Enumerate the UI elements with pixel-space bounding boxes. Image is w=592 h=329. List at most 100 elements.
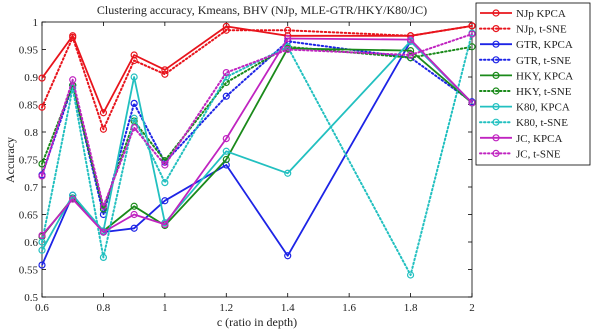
y-tick-label: 1 <box>33 17 39 29</box>
legend-marker <box>492 102 500 111</box>
data-point <box>38 172 46 180</box>
data-point <box>468 99 476 107</box>
y-tick-label: 0.8 <box>24 127 38 139</box>
data-point <box>38 103 46 111</box>
y-tick-label: 0.55 <box>19 265 39 277</box>
data-point <box>161 66 169 74</box>
data-point <box>222 147 230 155</box>
legend-label: NJp KPCA <box>516 8 566 20</box>
data-point <box>406 51 415 59</box>
data-point <box>130 123 138 132</box>
y-tick-label: 0.85 <box>19 100 39 112</box>
x-tick-label: 1 <box>162 302 168 314</box>
data-point <box>130 202 138 210</box>
data-point <box>468 30 476 38</box>
series-line <box>41 33 473 208</box>
series-layer <box>38 22 476 279</box>
data-point <box>38 231 46 239</box>
y-tick-label: 0.5 <box>24 292 38 304</box>
x-axis-label: c (ratio in depth) <box>217 315 297 329</box>
series-line <box>41 45 473 210</box>
x-tick-label: 1.6 <box>342 302 356 314</box>
data-point <box>99 228 108 236</box>
legend-label: GTR, t-SNE <box>516 55 571 67</box>
y-axis: 0.5 0.55 0.6 0.65 0.7 0.75 0.8 0.85 0.9 0.95 1 <box>19 17 472 304</box>
data-point <box>222 155 230 164</box>
data-point <box>161 220 169 228</box>
legend-marker <box>492 134 500 142</box>
series-8 <box>38 34 476 239</box>
data-point <box>130 99 138 108</box>
x-tick-label: 1.4 <box>281 302 295 314</box>
data-point <box>284 252 292 260</box>
data-point <box>99 109 108 117</box>
data-point <box>38 74 46 82</box>
data-point <box>130 73 138 81</box>
data-point <box>130 56 138 65</box>
data-point <box>284 169 292 177</box>
series-1 <box>38 22 476 133</box>
legend-label: HKY, KPCA <box>516 70 573 82</box>
x-tick-label: 2 <box>469 302 475 314</box>
data-point <box>130 114 138 122</box>
legend-label: NJp, t-SNE <box>516 24 567 36</box>
x-axis: 0.6 0.8 1 1.2 1.4 1.6 1.8 2 <box>35 22 475 314</box>
legend-label: GTR, KPCA <box>516 39 573 51</box>
chart-title: Clustering accuracy, Kmeans, BHV (NJp, M… <box>97 3 427 17</box>
data-point <box>69 195 77 203</box>
x-tick-label: 1.2 <box>219 302 233 314</box>
legend-marker <box>492 118 500 126</box>
data-point <box>161 70 169 78</box>
legend-label: JC, t-SNE <box>516 148 561 160</box>
x-tick-label: 0.6 <box>35 302 49 314</box>
data-point <box>99 125 108 133</box>
series-line <box>41 40 473 251</box>
y-tick-label: 0.95 <box>19 45 39 57</box>
legend-label: K80, KPCA <box>516 102 570 114</box>
data-point <box>161 179 169 187</box>
data-point <box>130 210 138 219</box>
y-tick-label: 0.7 <box>24 182 38 194</box>
series-line <box>41 24 473 131</box>
data-point <box>406 35 415 44</box>
series-6 <box>38 37 476 254</box>
series-line <box>41 25 473 114</box>
legend-marker <box>492 9 500 17</box>
data-point <box>161 161 169 169</box>
data-point <box>38 238 46 246</box>
data-point <box>284 34 292 43</box>
data-point <box>222 135 230 143</box>
legend: NJp KPCA NJp, t-SNE GTR, KPCA GTR, t-SNE HKY… <box>475 2 591 166</box>
series-line <box>41 37 473 236</box>
data-point <box>222 68 230 77</box>
legend-label: JC, KPCA <box>516 133 563 145</box>
data-point <box>222 26 230 34</box>
y-tick-label: 0.9 <box>24 72 38 84</box>
y-tick-label: 0.75 <box>19 155 39 167</box>
x-tick-label: 1.8 <box>404 302 418 314</box>
data-point <box>99 202 108 210</box>
legend-marker <box>492 71 500 80</box>
legend-marker <box>492 149 500 157</box>
data-point <box>38 246 46 254</box>
data-point <box>130 224 138 232</box>
series-7 <box>38 29 476 279</box>
data-point <box>468 22 476 30</box>
legend-marker <box>492 40 500 48</box>
data-point <box>284 45 292 54</box>
data-point <box>69 76 77 84</box>
legend-marker <box>492 87 500 95</box>
series-line <box>41 32 473 276</box>
data-point <box>38 261 46 269</box>
data-point <box>406 271 415 279</box>
legend-marker <box>492 56 500 64</box>
series-9 <box>38 30 476 210</box>
legend-marker <box>492 25 500 33</box>
data-point <box>99 253 108 261</box>
data-point <box>284 26 292 34</box>
y-tick-label: 0.65 <box>19 210 39 222</box>
data-point <box>222 92 230 100</box>
legend-label: K80, t-SNE <box>516 117 568 129</box>
data-point <box>69 33 77 42</box>
